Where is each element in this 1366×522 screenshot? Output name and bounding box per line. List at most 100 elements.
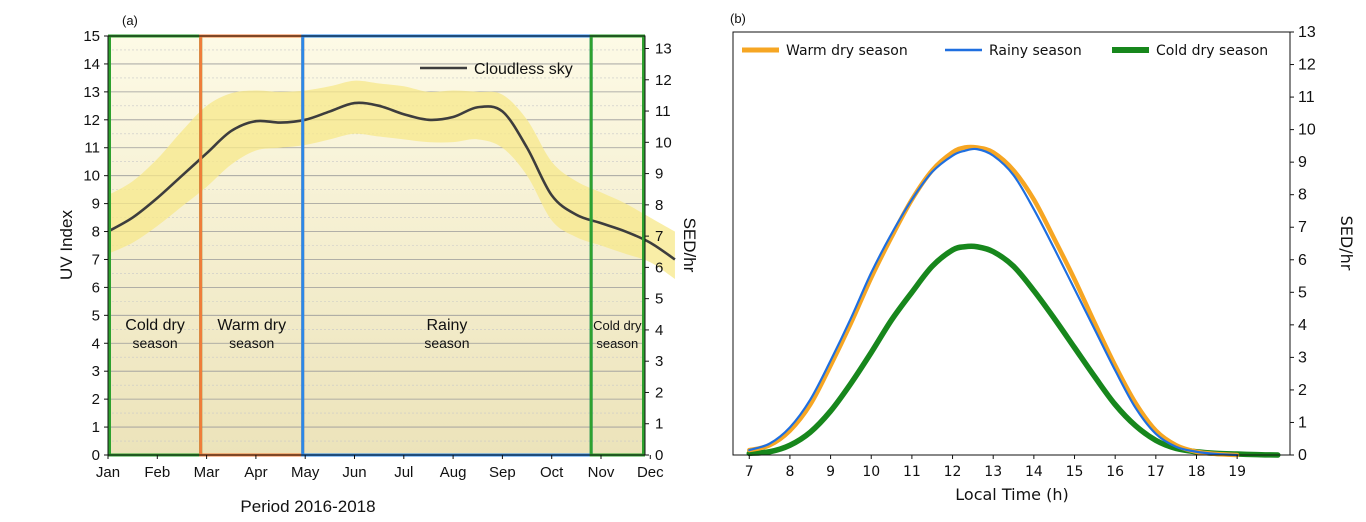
panel-a-left-tick-label: 6: [92, 279, 100, 296]
panel-a-left-tick-label: 4: [92, 335, 100, 352]
panel-a-left-tick-label: 7: [92, 251, 100, 268]
panel-a-right-tick-label: 5: [655, 291, 663, 308]
panel-b-x-tick-label: 18: [1188, 464, 1206, 480]
panel-a-left-tick-label: 2: [92, 391, 100, 408]
panel-b-legend: Warm dry season Rainy season Cold dry seas…: [742, 43, 1268, 59]
panel-a-legend-label: Cloudless sky: [474, 61, 573, 78]
panel-a-season-label-3: Cold dry: [593, 318, 642, 333]
panel-a-right-tick-label: 12: [655, 72, 672, 89]
panel-b-series-line-1: [748, 147, 1239, 457]
panel-b-right-tick-label: 7: [1298, 219, 1307, 236]
panel-a-left-tick-label: 0: [92, 447, 100, 464]
panel-a-label: (a): [122, 13, 138, 28]
panel-a-left-tick-label: 10: [83, 168, 100, 185]
panel-a-left-tick-label: 14: [83, 56, 100, 73]
panel-b-series-line-0: [747, 144, 1240, 458]
panel-b-legend-label-1: Rainy season: [989, 43, 1082, 59]
panel-b-x-tick-label: 11: [903, 464, 921, 480]
panel-a-right-tick-label: 9: [655, 166, 663, 183]
panel-a-x-tick-label: Mar: [194, 464, 220, 481]
panel-b-y2-axis-label: SED/hr: [1337, 216, 1356, 271]
panel-b-label: (b): [730, 11, 746, 26]
panel-a-right-tick-label: 6: [655, 259, 663, 276]
panel-a-right-tick-label: 3: [655, 353, 663, 370]
panel-a-x-ticks: Jan Feb Mar Apr May Jun Jul Aug Sep Oct Nov Dec: [96, 455, 664, 481]
panel-a-frame: [107, 35, 646, 456]
panel-b-right-tick-label: 2: [1298, 382, 1307, 399]
panel-b-x-axis-label: Local Time (h): [955, 485, 1068, 504]
panel-a-left-tick-label: 11: [84, 140, 100, 157]
panel-b-right-tick-label: 3: [1298, 349, 1307, 366]
panel-a-y-axis-label: UV Index: [57, 210, 76, 280]
panel-a-series-line-cloudless-sky: [107, 101, 676, 261]
panel-a-x-tick-label: Sep: [489, 464, 516, 481]
panel-b-x-ticks: 7 8 9 10 11 12 13 14 15 16 17 18 19: [745, 455, 1246, 480]
panel-a-x-tick-label: Jan: [96, 464, 120, 481]
panel-a-x-tick-label: Aug: [440, 464, 467, 481]
panel-b-right-tick-label: 13: [1298, 24, 1316, 41]
panel-a-legend: Cloudless sky: [420, 61, 573, 78]
panel-b-x-tick-label: 8: [785, 464, 794, 480]
panel-a-right-tick-label: 8: [655, 197, 663, 214]
panel-b-x-tick-label: 14: [1025, 464, 1043, 480]
panel-b-x-tick-label: 7: [745, 464, 754, 480]
panel-a-x-tick-label: Oct: [540, 464, 564, 481]
panel-a-x-tick-label: Jul: [394, 464, 413, 481]
panel-a-left-tick-label: 3: [92, 363, 100, 380]
panel-a-right-tick-label: 0: [655, 447, 663, 464]
panel-b-legend-label-0: Warm dry season: [786, 43, 908, 59]
panel-a-left-tick-label: 5: [92, 307, 100, 324]
panel-a-season-sublabel-1: season: [229, 335, 274, 351]
panel-a-x-tick-label: Feb: [144, 464, 170, 481]
panel-a-left-tick-label: 13: [83, 84, 100, 101]
panel-a-right-tick-label: 13: [655, 41, 672, 58]
panel-b-right-tick-label: 11: [1298, 89, 1315, 106]
panel-b-right-tick-label: 4: [1298, 317, 1307, 334]
panel-b-x-tick-label: 17: [1147, 464, 1165, 480]
panel-b-x-tick-label: 9: [826, 464, 835, 480]
panel-a-right-tick-label: 1: [655, 416, 663, 433]
panel-b-frame: [732, 31, 1291, 456]
panel-a-season-sublabel-2: season: [424, 335, 469, 351]
panel-b-plot-area: [732, 31, 1291, 458]
panel-a-right-tick-label: 2: [655, 384, 663, 401]
panel-b-right-tick-label: 0: [1298, 447, 1307, 464]
panel-b-x-tick-label: 19: [1228, 464, 1246, 480]
panel-a-season-label-2: Rainy: [426, 317, 467, 334]
panel-b-legend-label-2: Cold dry season: [1156, 43, 1268, 59]
panel-a-right-tick-label: 10: [655, 134, 672, 151]
panel-a-left-tick-label: 9: [92, 196, 100, 213]
panel-b-right-tick-label: 6: [1298, 252, 1307, 269]
panel-a-left-tick-label: 8: [92, 224, 100, 241]
panel-b-x-tick-label: 10: [862, 464, 880, 480]
panel-b-x-tick-label: 13: [984, 464, 1002, 480]
panel-a-season-sublabel-3: season: [596, 336, 638, 351]
panel-b-right-tick-label: 5: [1298, 284, 1307, 301]
panel-b-series-line-2: [746, 243, 1281, 458]
panel-a-season-sublabel-0: season: [133, 335, 178, 351]
panel-a-x-tick-label: Apr: [244, 464, 267, 481]
panel-a-left-tick-label: 1: [92, 419, 100, 436]
panel-b-right-tick-label: 10: [1298, 122, 1316, 139]
panel-b-x-tick-label: 16: [1106, 464, 1124, 480]
panel-a-y2-axis-label: SED/hr: [680, 218, 699, 273]
panel-a-x-tick-label: Nov: [588, 464, 615, 481]
panel-a-x-tick-label: Jun: [342, 464, 366, 481]
panel-a-x-axis-label: Period 2016-2018: [240, 497, 375, 516]
panel-b-x-tick-label: 15: [1066, 464, 1084, 480]
panel-a-x-tick-label: May: [291, 464, 320, 481]
panel-b-right-tick-label: 9: [1298, 154, 1307, 171]
panel-b: (b) 7 8 9 10 11 12 13 14 15 16 17 18 19 0 12 3 4 5 6 7 8 9 10…: [730, 11, 1356, 504]
panel-b-x-tick-label: 12: [944, 464, 962, 480]
panel-a-left-tick-label: 12: [83, 112, 100, 129]
panel-a-x-tick-label: Dec: [637, 464, 664, 481]
panel-a-left-tick-label: 15: [83, 28, 100, 45]
panel-a-right-tick-label: 7: [655, 228, 663, 245]
panel-a-right-tick-label: 11: [655, 103, 671, 120]
panel-a-right-tick-label: 4: [655, 322, 663, 339]
